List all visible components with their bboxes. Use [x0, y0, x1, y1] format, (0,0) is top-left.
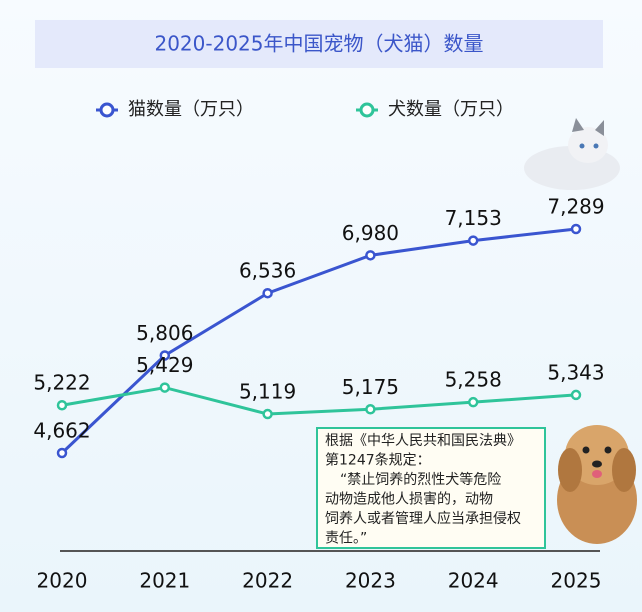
data-label: 5,343	[547, 360, 604, 384]
data-label: 4,662	[33, 419, 90, 443]
annotation-text: 动物造成他人损害的，动物	[325, 492, 493, 508]
data-point	[159, 382, 171, 393]
annotation-text: 根据《中华人民共和国民法典》	[325, 433, 521, 449]
data-point	[570, 223, 582, 235]
data-label: 5,119	[239, 380, 296, 404]
dog-illustration	[557, 425, 637, 544]
data-point	[570, 389, 582, 401]
series-line	[61, 386, 577, 416]
x-tick-label: 2024	[448, 569, 499, 593]
data-point	[365, 404, 376, 415]
data-point	[56, 399, 68, 411]
legend-label: 猫数量（万只）	[128, 99, 254, 120]
data-point	[56, 447, 68, 459]
data-point	[262, 408, 273, 420]
annotation-text: 责任。”	[325, 531, 367, 547]
data-point	[467, 235, 479, 246]
annotation-text: 饲养人或者管理人应当承担侵权	[325, 510, 521, 527]
legend-marker	[99, 102, 115, 118]
annotation-box	[316, 427, 546, 549]
data-label: 5,258	[445, 368, 502, 392]
x-tick-label: 2023	[345, 569, 396, 593]
chart-title: 2020-2025年中国宠物（犬猫）数量	[154, 32, 483, 56]
data-label: 5,806	[136, 321, 193, 345]
x-tick-label: 2025	[551, 569, 602, 593]
annotation-text: 第1247条规定：	[325, 452, 431, 469]
data-label: 5,429	[136, 353, 193, 377]
data-label: 7,153	[445, 206, 502, 230]
data-label: 7,289	[547, 195, 604, 219]
annotation-text: “禁止饲养的烈性犬等危险	[340, 471, 501, 488]
data-point	[365, 250, 376, 261]
series-line	[60, 227, 577, 455]
cat-illustration	[524, 118, 620, 190]
data-label: 6,536	[239, 259, 296, 283]
x-tick-label: 2022	[242, 569, 293, 593]
data-label: 5,175	[342, 375, 399, 399]
legend-label: 犬数量（万只）	[388, 99, 514, 120]
x-tick-label: 2021	[139, 569, 190, 593]
title-banner	[35, 20, 603, 68]
legend-marker	[359, 102, 375, 118]
x-tick-label: 2020	[37, 569, 88, 593]
data-point	[262, 287, 273, 299]
data-label: 6,980	[342, 221, 399, 245]
data-label: 5,222	[33, 371, 90, 395]
data-point	[159, 350, 171, 361]
data-point	[467, 396, 479, 408]
